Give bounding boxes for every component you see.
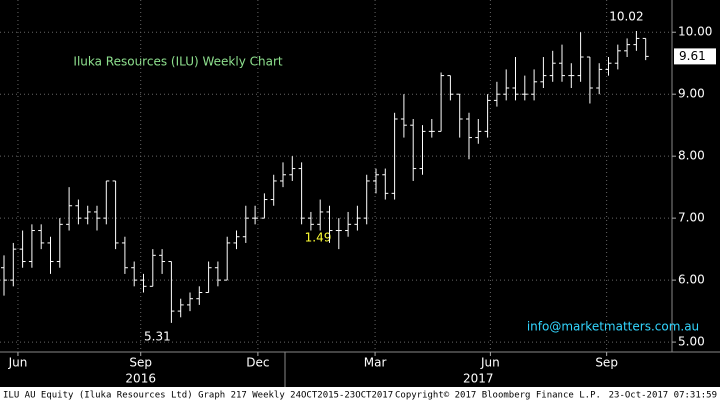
x-tick-label: Jun bbox=[480, 356, 500, 370]
footer-text: Copyright© 2017 Bloomberg Finance L.P. bbox=[395, 391, 601, 401]
y-tick-label: 6.00 bbox=[678, 273, 705, 287]
annotation: 1.49 bbox=[305, 231, 332, 245]
year-label: 2017 bbox=[463, 372, 494, 386]
year-label: 2016 bbox=[125, 372, 156, 386]
x-tick-label: Jun bbox=[8, 356, 28, 370]
footer-bar bbox=[0, 387, 720, 402]
x-tick-label: Sep bbox=[129, 356, 152, 370]
high-label: 10.02 bbox=[609, 9, 643, 23]
footer-text: 23-Oct-2017 07:31:59 bbox=[609, 391, 717, 401]
y-tick-label: 5.00 bbox=[678, 335, 705, 349]
last-price-box bbox=[674, 48, 716, 65]
x-tick-label: Mar bbox=[364, 356, 387, 370]
y-tick-label: 10.00 bbox=[678, 25, 712, 39]
footer-text: ILU AU Equity (Iluka Resources Ltd) Grap… bbox=[3, 391, 393, 401]
low-label: 5.31 bbox=[144, 329, 171, 343]
annotation: info@marketmatters.com.au bbox=[527, 320, 699, 334]
y-tick-label: 9.00 bbox=[678, 87, 705, 101]
last-price-label: 9.61 bbox=[679, 49, 706, 63]
x-tick-label: Dec bbox=[246, 356, 269, 370]
y-tick-label: 7.00 bbox=[678, 211, 705, 225]
chart-title: Iluka Resources (ILU) Weekly Chart bbox=[73, 55, 282, 69]
x-tick-label: Sep bbox=[595, 356, 618, 370]
y-tick-label: 8.00 bbox=[678, 149, 705, 163]
